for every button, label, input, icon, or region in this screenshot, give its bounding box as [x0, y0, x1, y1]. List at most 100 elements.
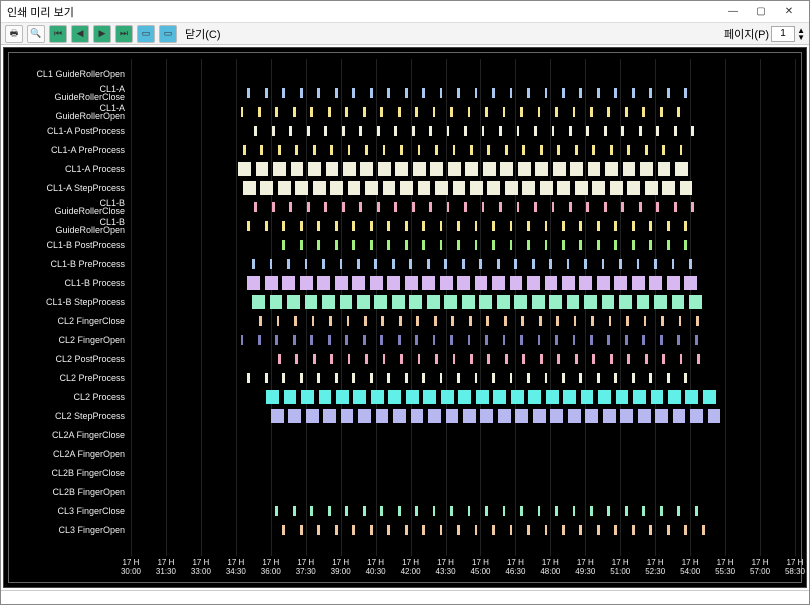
event-segment: [457, 221, 460, 231]
event-segment: [697, 354, 700, 364]
event-segment: [690, 409, 703, 423]
x-tick-label: 17 H52:30: [645, 558, 665, 576]
prev-page-icon[interactable]: ◀: [71, 25, 89, 43]
event-segment: [654, 259, 657, 269]
event-segment: [603, 409, 616, 423]
event-segment: [514, 259, 517, 269]
event-segment: [400, 145, 403, 155]
event-segment: [453, 145, 456, 155]
x-tick-label: 17 H31:30: [156, 558, 176, 576]
event-segment: [520, 107, 523, 117]
event-segment: [444, 259, 447, 269]
print-icon[interactable]: 🖶: [5, 25, 23, 43]
event-segment: [440, 373, 443, 383]
event-segment: [552, 126, 555, 136]
event-segment: [557, 145, 560, 155]
event-segment: [470, 145, 473, 155]
preview-content: CL1 GuideRollerOpenCL1-A GuideRollerClos…: [3, 47, 807, 588]
event-segment: [655, 409, 668, 423]
event-segment: [487, 354, 490, 364]
event-segment: [510, 276, 523, 290]
event-segment: [660, 506, 663, 516]
event-segment: [539, 316, 542, 326]
last-page-icon[interactable]: ⏭: [115, 25, 133, 43]
minimize-button[interactable]: —: [719, 3, 747, 21]
event-segment: [552, 202, 555, 212]
event-segment: [535, 162, 548, 176]
event-segment: [487, 145, 490, 155]
event-segment: [562, 240, 565, 250]
event-segment: [293, 107, 296, 117]
event-segment: [383, 181, 396, 195]
event-segment: [545, 276, 558, 290]
event-segment: [486, 316, 489, 326]
event-segment: [475, 88, 478, 98]
event-segment: [370, 525, 373, 535]
track-label: CL1-B PostProcess: [9, 241, 131, 250]
track-label: CL1-A StepProcess: [9, 184, 131, 193]
event-segment: [480, 409, 493, 423]
close-label[interactable]: 닫기(C): [185, 26, 221, 42]
event-segment: [499, 126, 502, 136]
event-segment: [510, 221, 513, 231]
event-segment: [540, 354, 543, 364]
event-segment: [685, 390, 698, 404]
event-segment: [450, 107, 453, 117]
event-segment: [422, 221, 425, 231]
event-segment: [335, 525, 338, 535]
event-segment: [411, 409, 424, 423]
event-segment: [684, 525, 687, 535]
next-page-icon[interactable]: ▶: [93, 25, 111, 43]
x-tick-label: 17 H46:30: [505, 558, 525, 576]
first-page-icon[interactable]: ⏮: [49, 25, 67, 43]
event-segment: [607, 506, 610, 516]
event-segment: [492, 88, 495, 98]
event-segment: [614, 276, 627, 290]
view-one-icon[interactable]: ▭: [137, 25, 155, 43]
event-segment: [282, 221, 285, 231]
close-button[interactable]: ✕: [775, 3, 803, 21]
event-segment: [308, 162, 321, 176]
event-segment: [265, 373, 268, 383]
event-segment: [557, 354, 560, 364]
event-segment: [345, 506, 348, 516]
page-input[interactable]: [771, 26, 795, 42]
event-segment: [468, 107, 471, 117]
x-axis: 17 H30:0017 H31:3017 H33:0017 H34:3017 H…: [131, 558, 795, 578]
event-segment: [335, 240, 338, 250]
event-segment: [243, 145, 246, 155]
event-segment: [272, 126, 275, 136]
event-segment: [329, 316, 332, 326]
event-segment: [446, 409, 459, 423]
event-segment: [347, 316, 350, 326]
x-tick-label: 17 H30:00: [121, 558, 141, 576]
event-segment: [545, 373, 548, 383]
event-segment: [570, 162, 583, 176]
event-segment: [614, 221, 617, 231]
event-segment: [625, 107, 628, 117]
track-row: CL3 FingerOpen: [9, 521, 801, 539]
event-segment: [405, 240, 408, 250]
x-tick-label: 17 H55:30: [715, 558, 735, 576]
event-segment: [684, 373, 687, 383]
event-segment: [364, 316, 367, 326]
maximize-button[interactable]: ▢: [747, 3, 775, 21]
event-segment: [549, 295, 562, 309]
event-segment: [556, 316, 559, 326]
event-segment: [370, 221, 373, 231]
zoom-icon[interactable]: 🔍: [27, 25, 45, 43]
track-label: CL3 FingerOpen: [9, 526, 131, 535]
event-segment: [328, 107, 331, 117]
event-segment: [590, 335, 593, 345]
event-segment: [376, 409, 389, 423]
x-tick-label: 17 H43:30: [436, 558, 456, 576]
page-spinner[interactable]: ▲▼: [797, 27, 805, 41]
event-segment: [413, 162, 426, 176]
event-segment: [457, 240, 460, 250]
event-segment: [538, 506, 541, 516]
titlebar: 인쇄 미리 보기 — ▢ ✕: [1, 1, 809, 23]
view-two-icon[interactable]: ▭: [159, 25, 177, 43]
track-lane: [131, 388, 795, 406]
event-segment: [597, 525, 600, 535]
track-label: CL1 GuideRollerOpen: [9, 70, 131, 79]
